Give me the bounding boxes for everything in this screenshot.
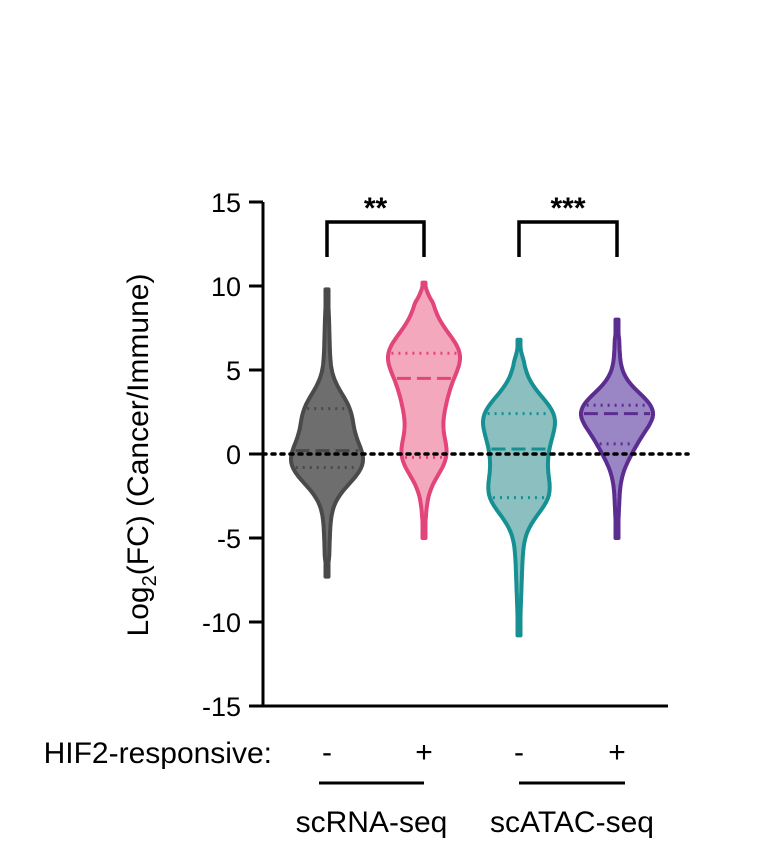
x-axis-labels: - + - + scRNA-seq scATAC-seq: [296, 736, 654, 839]
violin-1: [289, 287, 365, 579]
hif2-status-label: -: [514, 736, 524, 769]
significance-label: ***: [550, 192, 585, 225]
violin-4: [579, 317, 655, 540]
y-tick-label: -5: [217, 524, 241, 554]
hif2-status-label: +: [608, 736, 626, 769]
significance-label: **: [364, 192, 388, 225]
row-label-hif2-responsive: HIF2-responsive:: [44, 737, 272, 770]
significance-bracket: [517, 220, 619, 257]
hif2-status-label: +: [415, 736, 433, 769]
y-tick-label: 15: [211, 188, 241, 218]
y-tick-label: 0: [226, 440, 241, 470]
group-label-scatac-seq: scATAC-seq: [490, 806, 654, 839]
y-tick-label: -15: [202, 692, 241, 722]
y-tick-label: 5: [226, 356, 241, 386]
violins-layer: [289, 280, 655, 638]
y-axis: 15 10 5 0 -5 -10 -15: [202, 188, 668, 722]
violin-3: [481, 337, 557, 638]
significance-brackets: ** ***: [325, 192, 619, 257]
y-axis-title: Log2(FC) (Cancer/Immune): [122, 274, 161, 637]
y-tick-label: -10: [202, 608, 241, 638]
y-tick-label: 10: [211, 272, 241, 302]
significance-bracket: [325, 220, 426, 257]
group-label-scrna-seq: scRNA-seq: [296, 806, 448, 839]
hif2-status-label: -: [322, 736, 332, 769]
violin-2: [386, 280, 462, 540]
